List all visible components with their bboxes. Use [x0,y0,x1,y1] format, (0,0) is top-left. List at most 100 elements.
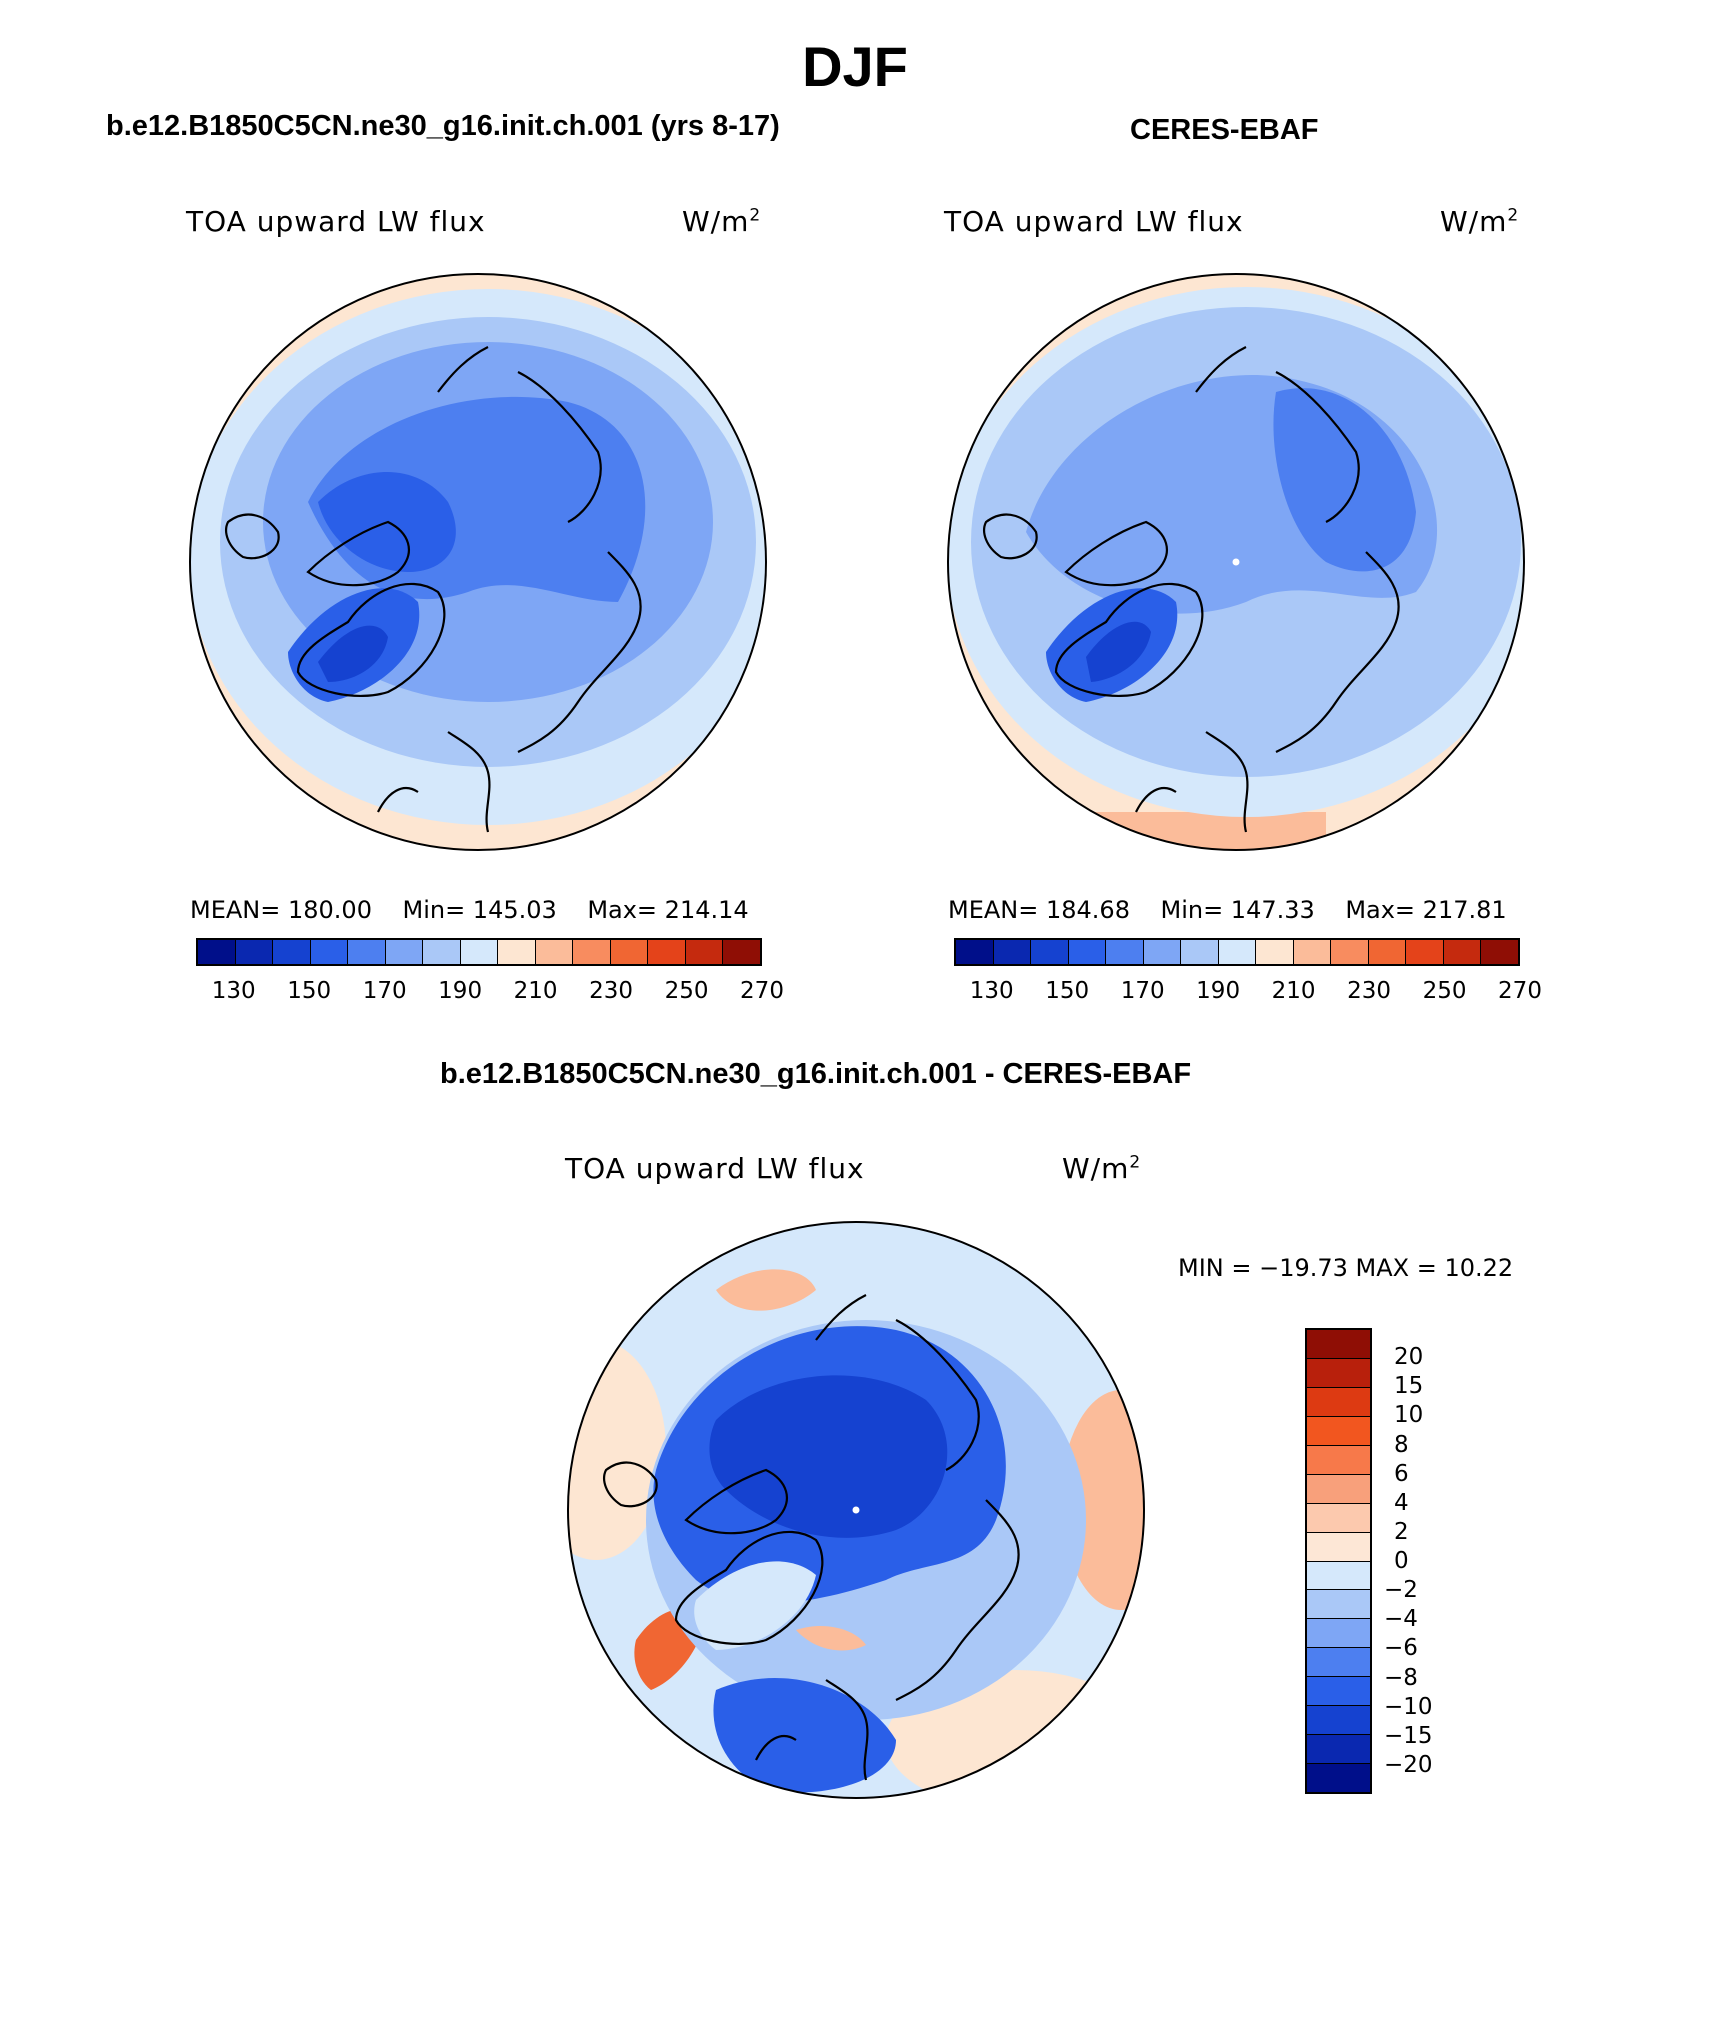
warm-atlantic-region [1061,1390,1144,1610]
warm-europe-region [1026,812,1326,850]
map-boundary [189,273,767,851]
obs-mean: MEAN= 184.68 [948,896,1130,924]
colorbar-swatch [1067,940,1106,964]
deeper-blue-core [709,1375,948,1538]
colorbar-swatch [234,940,273,964]
colorbar-swatch [1307,1330,1370,1358]
model-case-title: b.e12.B1850C5CN.ne30_g16.init.ch.001 (yr… [106,110,780,142]
model-max: Max= 214.14 [587,896,749,924]
model-stats: MEAN= 180.00 Min= 145.03 Max= 214.14 [190,896,749,924]
north-pole-marker-icon [852,1506,860,1514]
colorbar-tick-label: 10 [1394,1402,1424,1429]
colorbar-swatch [1307,1531,1370,1561]
diff-units-label: W/m2 [1062,1152,1142,1185]
colorbar-tick-label: 20 [1394,1344,1424,1371]
colorbar-swatch [309,940,348,964]
colorbar-tick-label: 210 [1271,978,1316,1004]
colorbar-swatch [1142,940,1181,964]
colorbar-tick-label: 230 [589,978,634,1004]
greenland-light-region [694,1561,816,1650]
model-units-label: W/m2 [682,205,762,238]
colorbar-tick-label: 170 [1120,978,1165,1004]
colorbar-swatch [609,940,648,964]
colorbar-tick-label: 4 [1394,1489,1409,1516]
colorbar-tick-label: −15 [1384,1722,1433,1749]
colorbar-tick-label: 230 [1347,978,1392,1004]
colorbar-tick-label: 270 [1498,978,1542,1004]
siberia-blue-region [1273,388,1416,572]
colorbar-swatch [1405,940,1443,964]
colorbar-swatch [1307,1444,1370,1474]
colorbar-swatch [384,940,423,964]
colorbar-swatch [459,940,498,964]
colorbar-tick-label: 190 [1196,978,1241,1004]
colorbar-swatch [1292,940,1331,964]
iceland-warm-region [796,1625,866,1651]
diff-colorbar [1305,1328,1372,1794]
colorbar-tick-label: 170 [362,978,407,1004]
model-field-label: TOA upward LW flux [186,205,486,238]
obs-case-title: CERES-EBAF [1130,114,1319,146]
colorbar-swatch [534,940,573,964]
warm-pacific-region [568,1340,666,1560]
map-boundary [947,273,1525,851]
colorbar-swatch [647,940,685,964]
colorbar-tick-label: 2 [1394,1518,1409,1545]
colorbar-swatch [1367,940,1406,964]
colorbar-swatch [1307,1589,1370,1619]
warm-alaska-region [716,1269,816,1311]
colorbar-swatch [1180,940,1218,964]
diff-polar-map [567,1221,1145,1799]
north-atlantic-deep-region [713,1678,896,1793]
coastlines [603,1294,1020,1781]
colorbar-swatch [684,940,723,964]
colorbar-swatch [1307,1618,1370,1648]
colorbar-swatch [1330,940,1368,964]
colorbar-swatch [1307,1734,1370,1764]
obs-colorbar-ticks: 130 150 170 190 210 230 250 270 [954,978,1542,1008]
north-pole-marker-icon [1232,558,1240,566]
colorbar-swatch [1307,1357,1370,1387]
colorbar-swatch [497,940,535,964]
model-colorbar-ticks: 130 150 170 190 210 230 250 270 [196,978,784,1008]
colorbar-tick-label: 250 [664,978,709,1004]
colorbar-tick-label: −20 [1384,1751,1433,1778]
colorbar-tick-label: −2 [1384,1577,1418,1604]
colorbar-tick-label: −4 [1384,1606,1418,1633]
diff-case-title: b.e12.B1850C5CN.ne30_g16.init.ch.001 - C… [440,1058,1192,1090]
colorbar-swatch [272,940,310,964]
colorbar-tick-label: 0 [1394,1548,1409,1574]
obs-colorbar [954,938,1520,966]
colorbar-tick-label: 250 [1422,978,1467,1004]
coastlines [983,346,1400,833]
colorbar-swatch [1442,940,1481,964]
colorbar-tick-label: 15 [1394,1373,1424,1400]
obs-min: Min= 147.33 [1160,896,1315,924]
colorbar-swatch [1480,940,1518,964]
colorbar-swatch [422,940,460,964]
colorbar-swatch [347,940,385,964]
colorbar-swatch [198,940,235,964]
obs-stats: MEAN= 184.68 Min= 147.33 Max= 217.81 [948,896,1507,924]
colorbar-swatch [1307,1473,1370,1503]
obs-field-label: TOA upward LW flux [944,205,1244,238]
colorbar-swatch [1105,940,1143,964]
greenland-core-region [318,625,388,682]
obs-polar-map [947,273,1525,851]
obs-units-label: W/m2 [1440,205,1520,238]
model-mean: MEAN= 180.00 [190,896,372,924]
colorbar-swatch [1307,1415,1370,1445]
colorbar-swatch [1307,1705,1370,1735]
model-min: Min= 145.03 [402,896,557,924]
colorbar-swatch [1307,1386,1370,1416]
diff-stats: MIN = −19.73 MAX = 10.22 [1178,1254,1514,1282]
colorbar-swatch [1307,1676,1370,1706]
colorbar-tick-label: 210 [513,978,558,1004]
colorbar-tick-label: −6 [1384,1635,1418,1662]
colorbar-tick-label: 130 [211,978,256,1004]
colorbar-swatch [1307,1763,1370,1792]
map-boundary [567,1221,1145,1799]
model-polar-map [189,273,767,851]
colorbar-swatch [722,940,760,964]
colorbar-swatch [1217,940,1256,964]
